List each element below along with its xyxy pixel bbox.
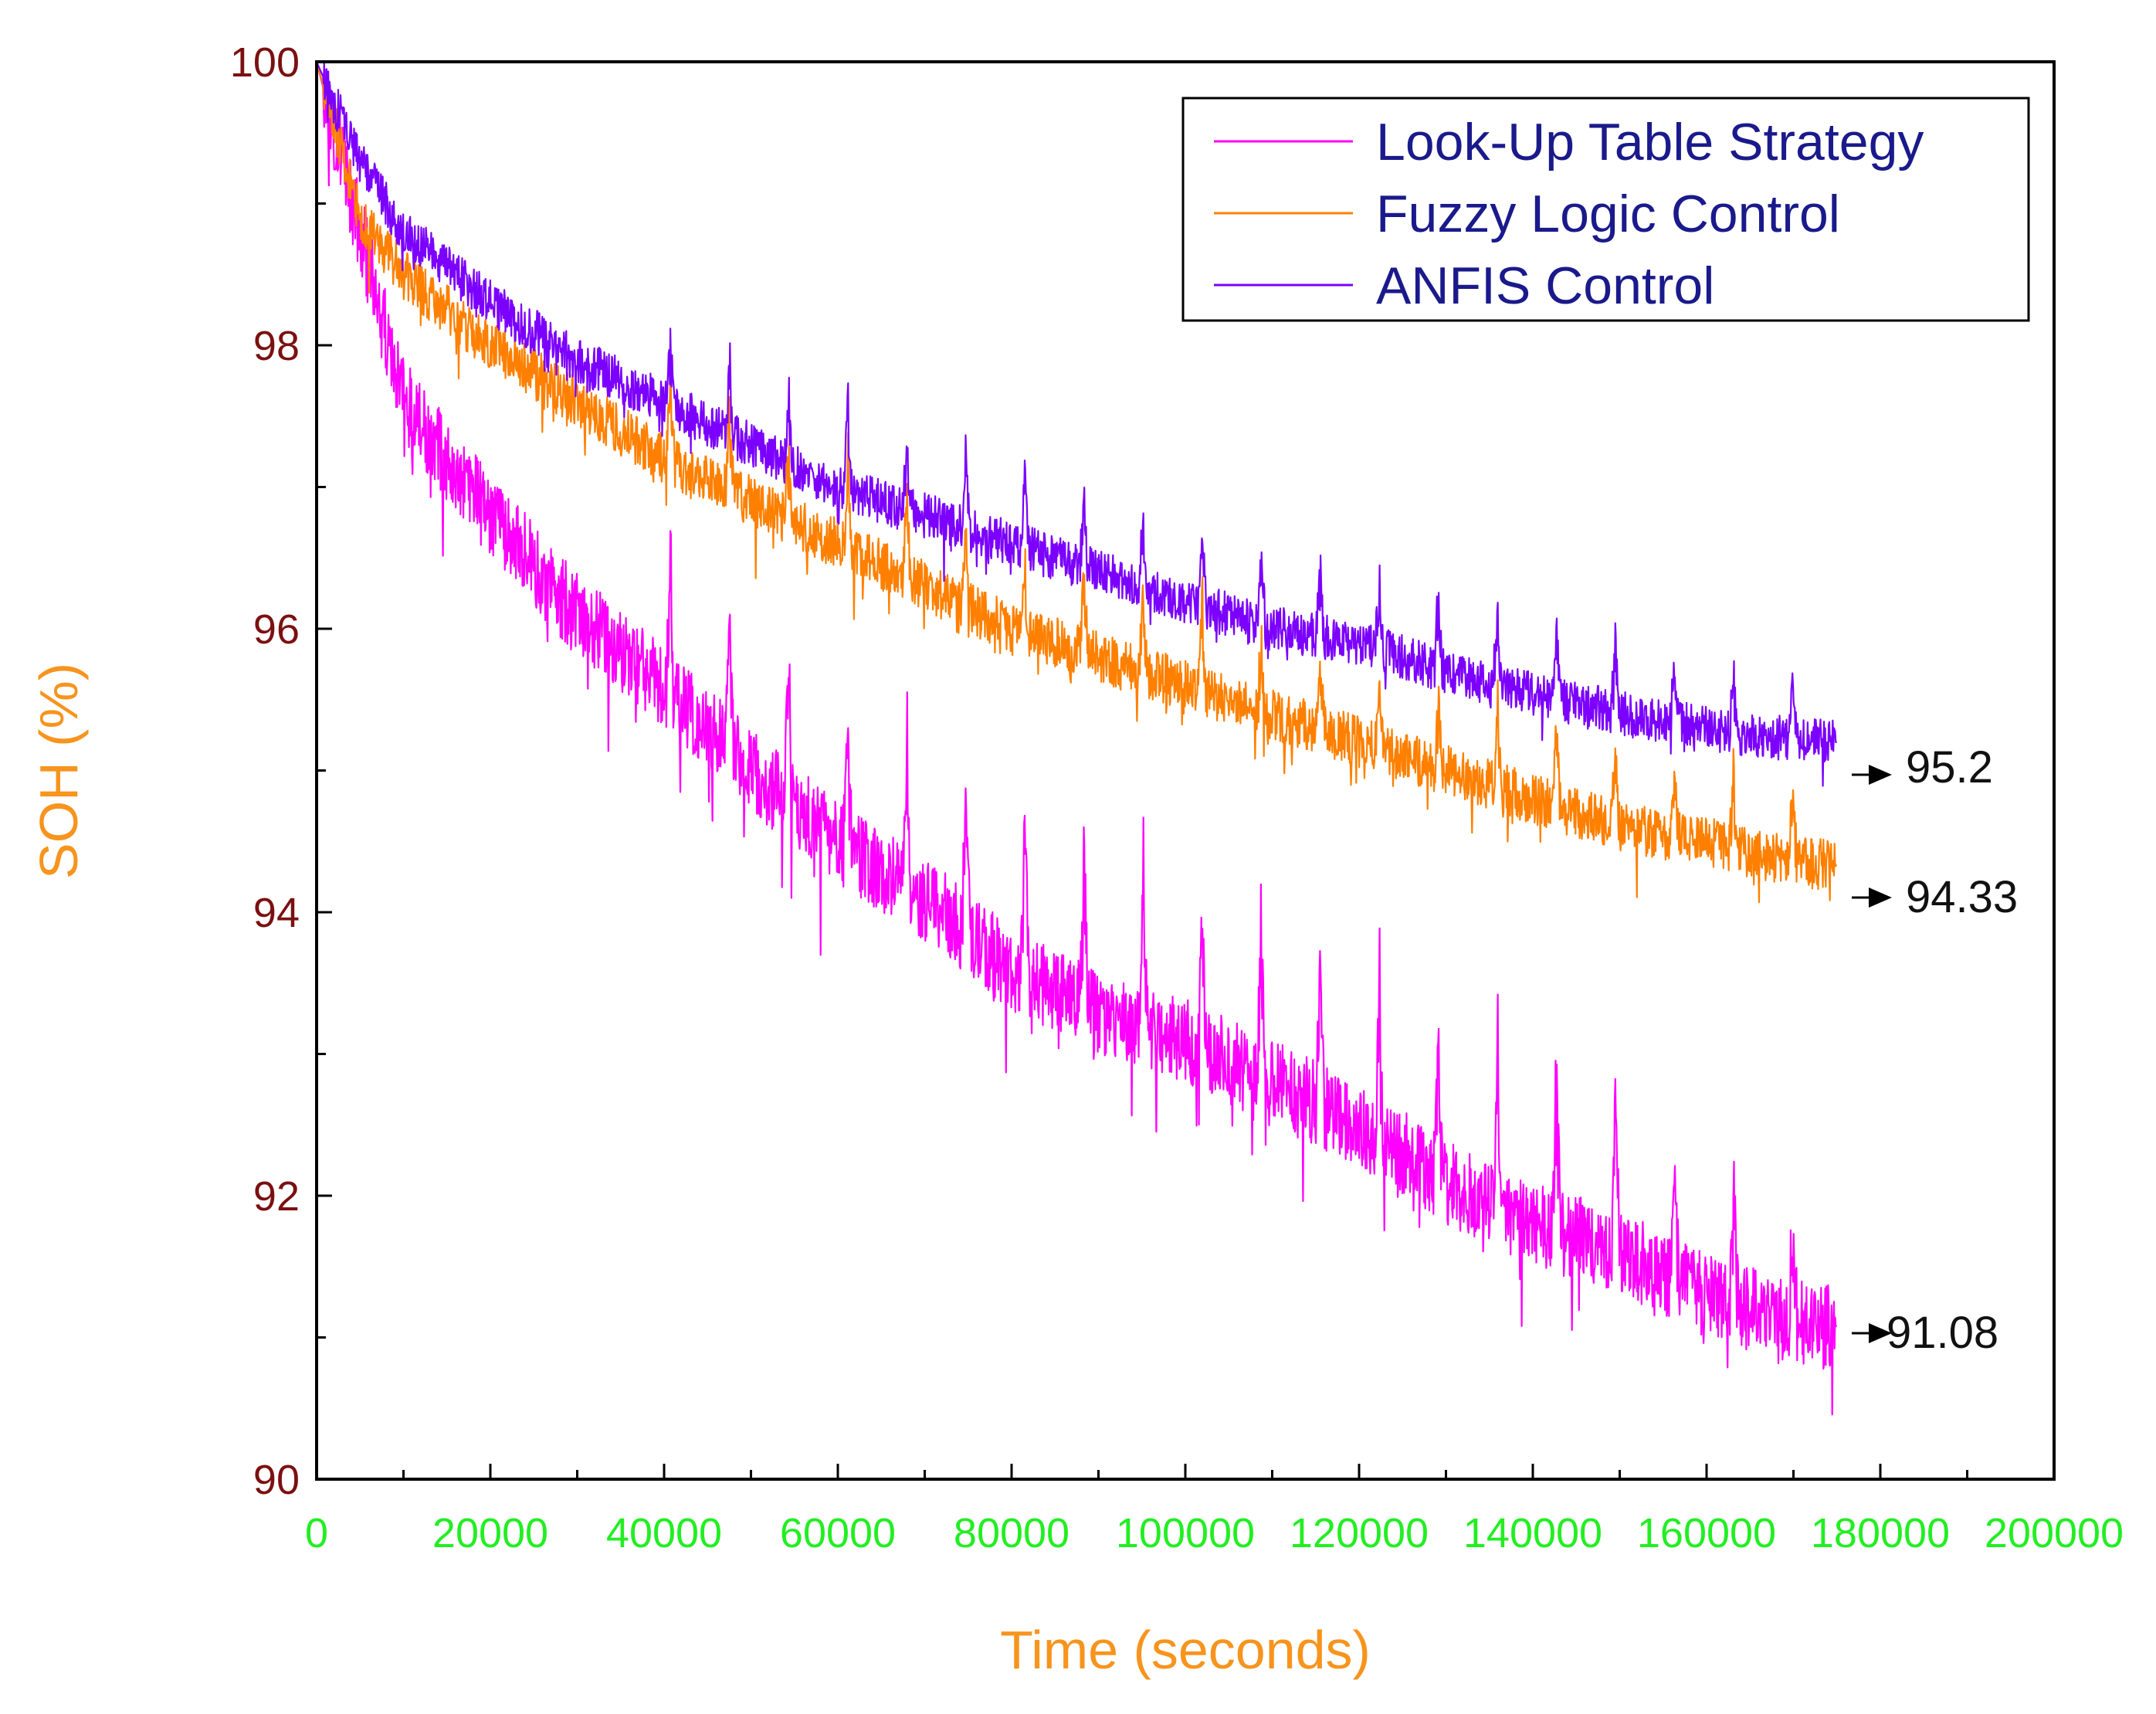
series-line-anfis-control <box>316 60 1838 787</box>
annotation-anfis-end: 95.2 <box>1852 742 1993 793</box>
x-tick-label: 200000 <box>1985 1510 2124 1556</box>
y-tick-label: 92 <box>253 1173 300 1220</box>
x-tick-label: 140000 <box>1463 1510 1602 1556</box>
x-tick-label: 40000 <box>606 1510 722 1556</box>
tick-layer <box>315 60 2056 1481</box>
x-tick-label: 180000 <box>1811 1510 1950 1556</box>
series-layer <box>315 60 1838 1416</box>
y-tick-label: 98 <box>253 323 300 369</box>
x-tick-label: 120000 <box>1290 1510 1429 1556</box>
x-tick-label: 20000 <box>432 1510 548 1556</box>
y-tick-labels: 90 92 94 96 98 100 <box>230 39 300 1503</box>
y-axis-title: SOH (%) <box>29 663 89 879</box>
series-line-look-up-table-strategy <box>315 61 1838 1416</box>
y-tick-label: 96 <box>253 606 300 653</box>
x-tick-label: 100000 <box>1116 1510 1255 1556</box>
legend-label-anfis: ANFIS Control <box>1376 256 1714 315</box>
series-line-fuzzy-logic-control <box>315 61 1838 904</box>
legend: Look-Up Table Strategy Fuzzy Logic Contr… <box>1181 97 2030 322</box>
end-value-annotations: 95.2 94.33 91.08 <box>1852 742 2018 1358</box>
annotation-lookup-end: 91.08 <box>1852 1308 1998 1358</box>
x-axis-title: Time (seconds) <box>1000 1620 1371 1680</box>
legend-label-lookup: Look-Up Table Strategy <box>1376 113 1924 171</box>
y-tick-label: 94 <box>253 890 300 936</box>
legend-label-fuzzy: Fuzzy Logic Control <box>1376 185 1840 243</box>
y-tick-label: 90 <box>253 1457 300 1503</box>
x-tick-labels: 0 20000 40000 60000 80000 100000 120000 140000 1… <box>305 1510 2124 1556</box>
legend-box <box>1181 97 2030 322</box>
x-tick-label: 60000 <box>780 1510 896 1556</box>
annotation-fuzzy-end: 94.33 <box>1852 872 2018 922</box>
end-label-fuzzy: 94.33 <box>1906 872 2018 922</box>
y-tick-label: 100 <box>230 39 300 86</box>
x-tick-label: 0 <box>305 1510 328 1556</box>
end-label-lookup: 91.08 <box>1886 1308 1998 1358</box>
end-label-anfis: 95.2 <box>1906 742 1993 793</box>
x-tick-label: 160000 <box>1637 1510 1776 1556</box>
x-tick-label: 80000 <box>954 1510 1070 1556</box>
